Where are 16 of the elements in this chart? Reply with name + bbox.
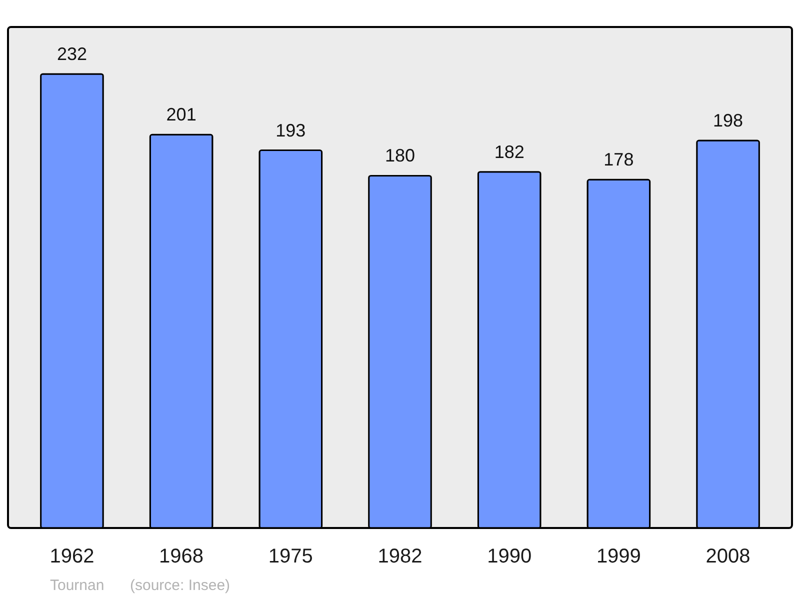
- x-tick-label: 2008: [706, 546, 750, 568]
- x-tick-label: 1962: [50, 546, 94, 568]
- text: Tournan: [50, 577, 104, 594]
- x-tick-label: 1982: [378, 546, 422, 568]
- data-label: 198: [713, 110, 744, 131]
- data-label: 180: [384, 146, 416, 166]
- x-tick-label: 1990: [487, 546, 532, 568]
- data-label: 182: [494, 142, 524, 162]
- x-tick-label: 1968: [159, 546, 204, 568]
- data-label: 232: [56, 44, 87, 64]
- x-tick-label: 1999: [596, 546, 641, 568]
- x-tick-label: 1975: [268, 546, 313, 568]
- data-label: 201: [166, 104, 196, 125]
- data-label: 193: [276, 120, 306, 140]
- data-label: 178: [604, 150, 634, 170]
- text: (source: Insee): [130, 577, 230, 594]
